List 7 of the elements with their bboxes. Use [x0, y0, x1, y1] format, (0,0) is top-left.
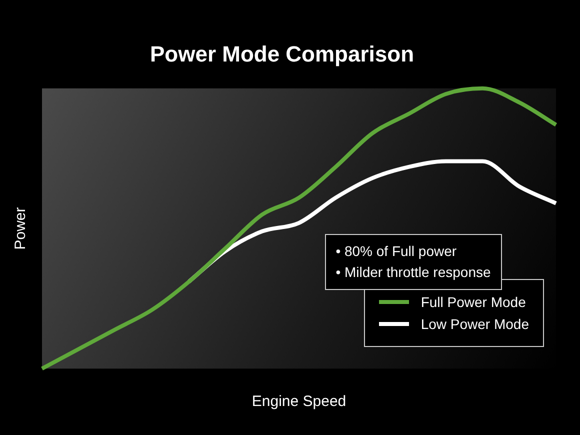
- annotation: • Milder throttle response: [336, 263, 491, 282]
- annotation: • 80% of Full power: [336, 242, 458, 262]
- chart-title: Power Mode Comparison: [150, 41, 414, 66]
- legend-label: Full Power Mode: [420, 294, 526, 310]
- y-axis-title: Power: [12, 207, 30, 250]
- legend-label: Low Power Mode: [420, 316, 529, 332]
- x-axis-title: Engine Speed: [252, 393, 346, 410]
